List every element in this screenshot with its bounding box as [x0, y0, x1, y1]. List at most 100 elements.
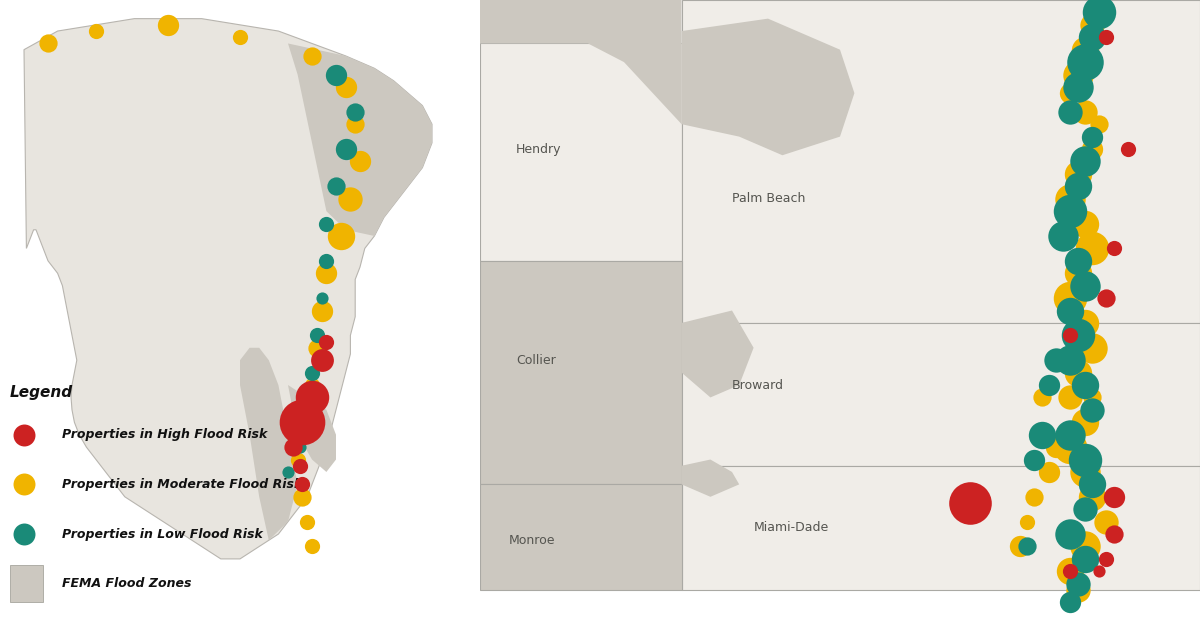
Point: [1082, 243, 1102, 253]
Point: [293, 430, 312, 440]
Polygon shape: [682, 19, 854, 155]
Point: [283, 442, 302, 452]
Point: [293, 417, 312, 427]
Point: [278, 467, 298, 477]
Point: [336, 82, 355, 92]
Point: [1061, 306, 1080, 315]
Point: [302, 392, 322, 402]
Point: [1010, 542, 1030, 551]
Polygon shape: [240, 348, 298, 540]
Point: [1090, 7, 1109, 17]
Point: [1068, 368, 1087, 378]
Text: Palm Beach: Palm Beach: [732, 193, 805, 205]
Point: [1054, 231, 1073, 241]
Point: [1075, 455, 1094, 465]
Point: [298, 517, 317, 527]
Point: [1075, 156, 1094, 166]
Point: [312, 355, 331, 365]
Point: [1075, 107, 1094, 117]
Point: [1090, 566, 1109, 576]
Point: [346, 107, 365, 117]
Point: [1061, 529, 1080, 539]
Point: [302, 380, 322, 390]
Point: [1061, 392, 1080, 402]
Point: [1039, 380, 1058, 390]
Point: [1068, 268, 1087, 278]
Point: [230, 32, 250, 42]
Point: [1082, 479, 1102, 489]
Point: [1032, 430, 1051, 440]
Point: [86, 26, 106, 36]
Polygon shape: [480, 0, 682, 124]
Point: [336, 144, 355, 154]
Point: [1032, 392, 1051, 402]
Point: [1068, 169, 1087, 179]
Point: [1068, 330, 1087, 340]
Point: [1097, 554, 1116, 564]
Point: [1075, 542, 1094, 551]
Point: [1068, 181, 1087, 191]
Point: [1082, 492, 1102, 502]
Point: [312, 306, 331, 315]
Text: Legend: Legend: [10, 385, 73, 400]
Point: [1068, 585, 1087, 595]
Point: [1082, 392, 1102, 402]
Point: [341, 194, 360, 204]
Point: [302, 51, 322, 61]
Point: [1082, 144, 1102, 154]
Point: [1025, 492, 1044, 502]
Text: Miami-Dade: Miami-Dade: [754, 522, 829, 534]
Text: FEMA Flood Zones: FEMA Flood Zones: [62, 578, 192, 590]
Point: [350, 156, 370, 166]
Point: [1061, 430, 1080, 440]
Polygon shape: [24, 19, 432, 559]
Point: [158, 20, 178, 30]
Point: [317, 268, 336, 278]
Point: [298, 405, 317, 415]
Point: [14, 479, 34, 489]
Point: [293, 417, 312, 427]
Point: [1068, 256, 1087, 266]
Point: [1075, 45, 1094, 55]
Point: [1018, 517, 1037, 527]
Point: [302, 542, 322, 551]
Point: [326, 70, 346, 79]
Point: [1018, 542, 1037, 551]
Point: [1039, 467, 1058, 477]
Point: [307, 330, 326, 340]
Polygon shape: [288, 43, 432, 236]
Point: [1068, 82, 1087, 92]
Point: [293, 479, 312, 489]
Point: [1046, 355, 1066, 365]
Text: Hendry: Hendry: [516, 143, 562, 155]
Text: Properties in High Flood Risk: Properties in High Flood Risk: [62, 428, 268, 441]
Polygon shape: [288, 385, 336, 472]
Point: [1061, 206, 1080, 216]
Polygon shape: [682, 460, 739, 497]
Point: [290, 442, 310, 452]
Point: [317, 219, 336, 229]
Point: [317, 337, 336, 347]
Text: Collier: Collier: [516, 354, 556, 366]
Point: [38, 39, 58, 48]
Point: [1075, 57, 1094, 67]
Bar: [480, 484, 682, 590]
Point: [346, 119, 365, 129]
Point: [298, 392, 317, 402]
Point: [960, 498, 979, 508]
Point: [1082, 32, 1102, 42]
Point: [1075, 380, 1094, 390]
Point: [1075, 318, 1094, 328]
Point: [317, 256, 336, 266]
Bar: [682, 323, 1200, 466]
Point: [1061, 442, 1080, 452]
Point: [1075, 554, 1094, 564]
Point: [1082, 405, 1102, 415]
Point: [290, 461, 310, 471]
Point: [331, 231, 350, 241]
Point: [1075, 504, 1094, 514]
Point: [1082, 343, 1102, 353]
Point: [302, 368, 322, 378]
Bar: [480, 43, 682, 261]
Bar: [480, 261, 682, 484]
